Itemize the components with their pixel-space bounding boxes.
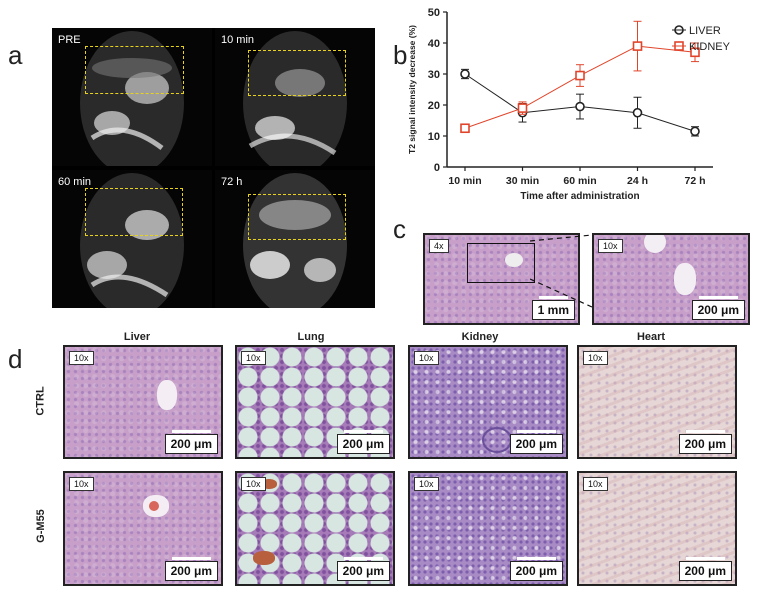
panel-c-zoom: 10x 200 μm — [592, 233, 750, 325]
data-point — [690, 47, 700, 58]
x-tick-label: 30 min — [506, 175, 539, 187]
x-tick-label: 60 min — [563, 175, 596, 187]
y-tick-label: 30 — [428, 69, 440, 81]
frame-label: PRE — [58, 34, 81, 46]
red-cells — [261, 479, 277, 489]
magnification-label: 10x — [414, 351, 439, 365]
x-axis-label: Time after administration — [520, 191, 639, 202]
frame-label: 72 h — [221, 176, 243, 188]
magnification-label: 10x — [69, 477, 94, 491]
magnification-label: 10x — [583, 351, 608, 365]
data-point — [575, 101, 585, 112]
vessel-lumen — [644, 235, 666, 253]
panel-letter-d: d — [8, 344, 23, 374]
column-header-heart: Heart — [636, 331, 666, 343]
mri-image — [80, 173, 184, 308]
data-point — [632, 41, 643, 51]
data-point — [575, 70, 585, 81]
panel-c-overview: 4x 1 mm — [423, 233, 580, 325]
magnification-label: 10x — [414, 477, 439, 491]
series-kidney — [460, 20, 700, 134]
vessel-lumen — [505, 253, 523, 267]
histology-ctrl-lung: 10x 200 μm — [235, 345, 395, 459]
mri-frame-pre: PRE — [52, 28, 212, 166]
legend-label: KIDNEY — [689, 41, 731, 53]
scale-bar: 200 μm — [678, 557, 732, 581]
panel-letter-a: a — [8, 40, 23, 70]
mri-frame-72h: 72 h — [215, 170, 375, 308]
mri-frame-60min: 60 min — [52, 170, 212, 308]
y-axis-label: T2 signal intensity decrease (%) — [407, 25, 417, 154]
vessel-lumen — [674, 263, 696, 295]
red-cells — [253, 551, 275, 565]
row-header-ctrl: CTRL — [34, 386, 47, 416]
frame-label: 60 min — [58, 176, 92, 188]
mri-frame-10min: 10 min — [215, 28, 375, 166]
scale-bar: 200 μm — [336, 430, 390, 454]
scale-bar: 200 μm — [509, 430, 563, 454]
histology-gm55-lung: 10x 200 μm — [235, 471, 395, 586]
magnification-label: 10x — [598, 239, 623, 253]
histology-ctrl-heart: 10x 200 μm — [577, 345, 737, 459]
scale-bar: 1 mm — [531, 296, 575, 320]
y-tick-label: 40 — [428, 38, 440, 50]
chart-series — [460, 20, 700, 137]
magnification-label: 10x — [583, 477, 608, 491]
scale-bar: 200 μm — [336, 557, 390, 581]
scale-bar: 200 μm — [164, 557, 218, 581]
mri-panel: PRE 10 min 60 min 72 h — [52, 28, 375, 308]
mri-image — [80, 31, 184, 166]
legend-label: LIVER — [689, 25, 721, 37]
y-tick-label: 20 — [428, 100, 440, 112]
data-point — [517, 103, 528, 113]
y-tick-label: 10 — [428, 131, 440, 143]
chart-axes: 0 10 20 30 40 50 10 min 30 min 60 min 24 h 72 h Tim… — [407, 7, 713, 202]
histology-ctrl-kidney: 10x 200 μm — [408, 345, 568, 459]
data-point — [460, 123, 470, 134]
panel-letter-c: c — [393, 214, 406, 244]
frame-label: 10 min — [221, 34, 255, 46]
histology-gm55-liver: 10x 200 μm — [63, 471, 223, 586]
x-tick-label: 10 min — [448, 175, 481, 187]
magnification-label: 4x — [429, 239, 449, 253]
scale-bar: 200 μm — [164, 430, 218, 454]
scale-bar: 200 μm — [509, 557, 563, 581]
signal-decrease-chart: 0 10 20 30 40 50 10 min 30 min 60 min 24 h 72 h Tim… — [407, 7, 731, 202]
mri-image — [243, 173, 347, 308]
column-header-lung: Lung — [297, 331, 325, 343]
mri-image — [243, 31, 347, 166]
roi-box — [248, 194, 346, 240]
chart-legend: LIVER KIDNEY — [672, 25, 731, 53]
column-header-liver: Liver — [123, 331, 151, 343]
data-point — [690, 126, 700, 137]
column-header-kidney: Kidney — [461, 331, 499, 343]
zoom-connector-lines — [530, 234, 593, 308]
roi-box — [248, 50, 346, 96]
row-header-gm55: G-M55 — [34, 509, 47, 543]
glomerulus — [482, 427, 512, 453]
magnification-label: 10x — [241, 351, 266, 365]
panel-letter-b: b — [393, 40, 408, 70]
zoom-region-box — [467, 243, 535, 283]
x-tick-label: 72 h — [684, 175, 705, 187]
y-tick-label: 0 — [434, 162, 440, 174]
roi-box — [85, 188, 183, 236]
magnification-label: 10x — [241, 477, 266, 491]
roi-box — [85, 46, 184, 94]
vessel-lumen — [157, 380, 177, 410]
scale-bar: 200 μm — [691, 296, 745, 320]
histology-gm55-kidney: 10x 200 μm — [408, 471, 568, 586]
data-point — [632, 107, 643, 118]
red-cells — [149, 501, 159, 511]
histology-gm55-heart: 10x 200 μm — [577, 471, 737, 586]
scale-bar: 200 μm — [678, 430, 732, 454]
data-point — [460, 69, 470, 79]
x-tick-label: 24 h — [627, 175, 648, 187]
magnification-label: 10x — [69, 351, 94, 365]
y-tick-label: 50 — [428, 7, 440, 19]
histology-ctrl-liver: 10x 200 μm — [63, 345, 223, 459]
